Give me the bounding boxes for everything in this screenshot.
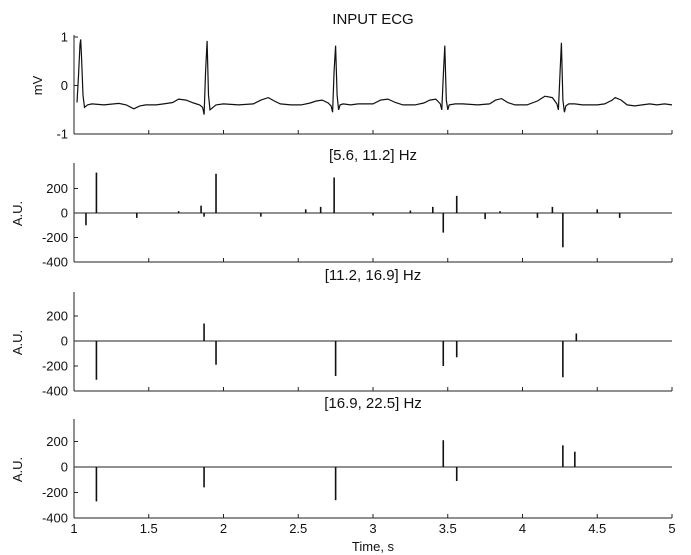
y-tick-label: 0 bbox=[61, 334, 68, 349]
x-tick-label: 5 bbox=[668, 521, 675, 536]
panel-1-y-label: A.U. bbox=[10, 201, 25, 226]
x-tick-label: 2 bbox=[220, 521, 227, 536]
panel-3-y-label: A.U. bbox=[10, 457, 25, 482]
ecg-trace bbox=[76, 39, 673, 115]
panel-2-title: [11.2, 16.9] Hz bbox=[325, 267, 421, 284]
x-tick-label: 3 bbox=[369, 521, 376, 536]
panel-0-y-label: mV bbox=[30, 75, 45, 95]
x-tick-label: 1.5 bbox=[140, 521, 158, 536]
panel-2-y-label: A.U. bbox=[10, 330, 25, 355]
y-tick-label: 200 bbox=[46, 181, 68, 196]
y-tick-label: -400 bbox=[42, 511, 68, 526]
y-tick-label: -200 bbox=[42, 359, 68, 374]
y-tick-label: 1 bbox=[61, 30, 68, 45]
panel-3-title: [16.9, 22.5] Hz bbox=[324, 395, 422, 412]
x-tick-label: 1 bbox=[70, 521, 77, 536]
y-tick-label: 200 bbox=[46, 434, 68, 449]
y-tick-label: 0 bbox=[61, 206, 68, 221]
y-tick-label: -400 bbox=[42, 384, 68, 399]
x-axis-label: Time, s bbox=[352, 539, 395, 554]
x-tick-label: 4.5 bbox=[588, 521, 606, 536]
x-tick-label: 3.5 bbox=[439, 521, 457, 536]
y-tick-label: -400 bbox=[42, 255, 68, 270]
x-tick-label: 4 bbox=[519, 521, 526, 536]
y-tick-label: -1 bbox=[56, 127, 68, 142]
panel-0-title: INPUT ECG bbox=[332, 11, 413, 28]
y-tick-label: 0 bbox=[61, 460, 68, 475]
y-tick-label: -200 bbox=[42, 485, 68, 500]
panel-1-title: [5.6, 11.2] Hz bbox=[329, 147, 417, 164]
y-tick-label: -200 bbox=[42, 230, 68, 245]
y-tick-label: 0 bbox=[61, 78, 68, 93]
x-tick-label: 2.5 bbox=[289, 521, 307, 536]
y-tick-label: 200 bbox=[46, 309, 68, 324]
